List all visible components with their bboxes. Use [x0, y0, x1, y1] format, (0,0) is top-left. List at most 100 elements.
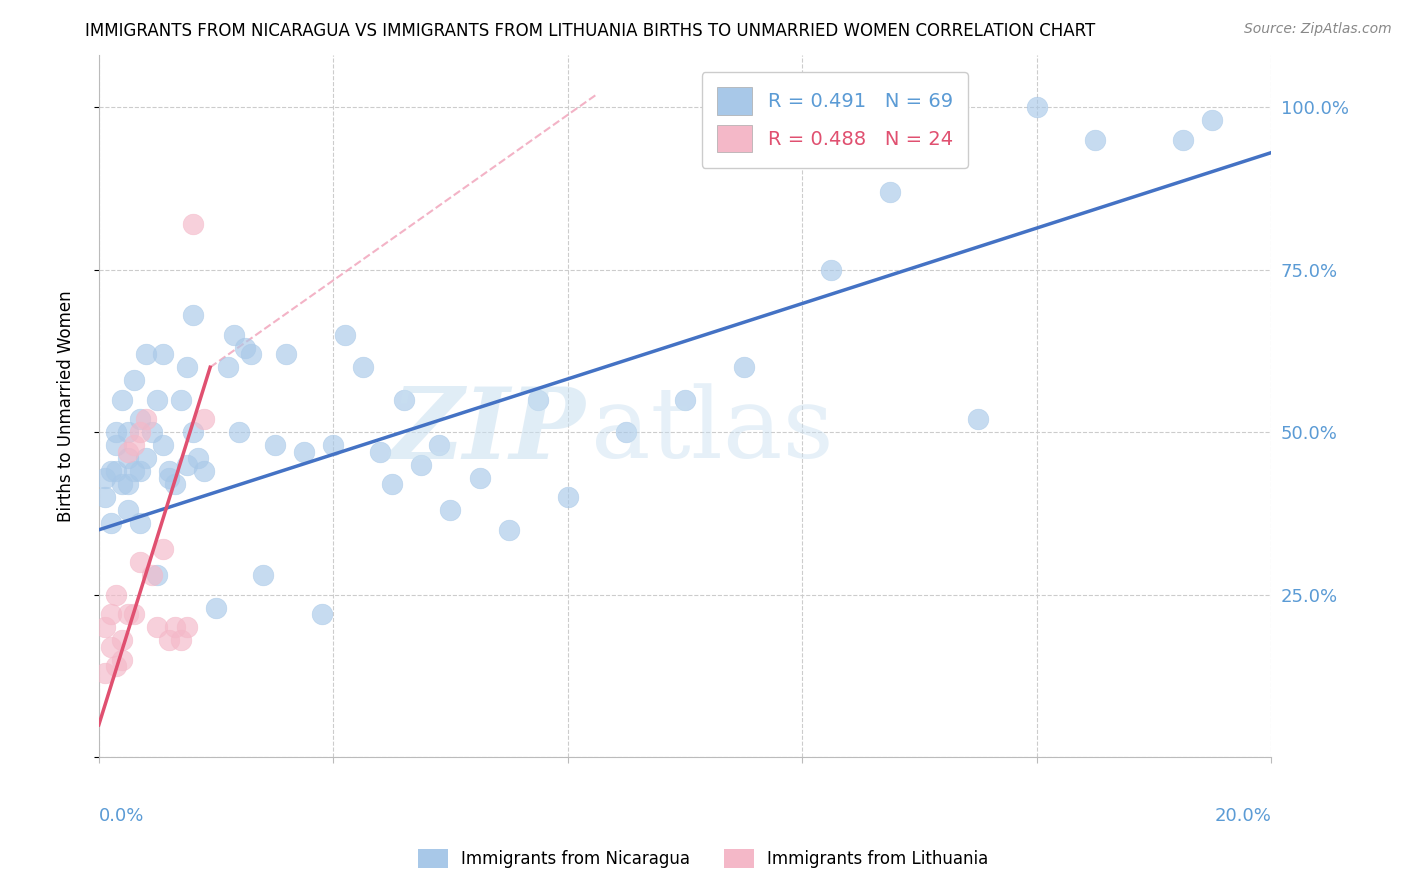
- Point: [233, 341, 256, 355]
- Point: [879, 185, 901, 199]
- Point: [967, 412, 990, 426]
- Point: [152, 347, 174, 361]
- Point: [276, 347, 298, 361]
- Point: [1025, 100, 1047, 114]
- Point: [193, 464, 215, 478]
- Point: [368, 444, 391, 458]
- Point: [439, 503, 461, 517]
- Point: [176, 620, 198, 634]
- Point: [135, 451, 157, 466]
- Point: [176, 360, 198, 375]
- Point: [263, 438, 285, 452]
- Point: [122, 438, 145, 452]
- Point: [333, 327, 356, 342]
- Point: [128, 412, 150, 426]
- Text: 20.0%: 20.0%: [1215, 806, 1271, 824]
- Point: [135, 412, 157, 426]
- Point: [311, 607, 333, 622]
- Point: [141, 425, 163, 440]
- Point: [122, 607, 145, 622]
- Point: [128, 555, 150, 569]
- Text: 0.0%: 0.0%: [98, 806, 145, 824]
- Point: [105, 464, 128, 478]
- Point: [557, 491, 579, 505]
- Point: [228, 425, 250, 440]
- Point: [128, 516, 150, 531]
- Point: [527, 392, 550, 407]
- Point: [100, 607, 122, 622]
- Point: [146, 620, 169, 634]
- Text: IMMIGRANTS FROM NICARAGUA VS IMMIGRANTS FROM LITHUANIA BIRTHS TO UNMARRIED WOMEN: IMMIGRANTS FROM NICARAGUA VS IMMIGRANTS …: [86, 22, 1095, 40]
- Point: [152, 542, 174, 557]
- Point: [93, 665, 115, 680]
- Point: [93, 491, 115, 505]
- Point: [111, 392, 134, 407]
- Point: [135, 347, 157, 361]
- Point: [673, 392, 696, 407]
- Point: [181, 217, 204, 231]
- Point: [1173, 133, 1195, 147]
- Point: [322, 438, 344, 452]
- Point: [733, 360, 755, 375]
- Point: [240, 347, 263, 361]
- Point: [1084, 133, 1107, 147]
- Point: [176, 458, 198, 472]
- Point: [141, 568, 163, 582]
- Point: [222, 327, 245, 342]
- Point: [117, 503, 139, 517]
- Point: [614, 425, 637, 440]
- Point: [100, 464, 122, 478]
- Point: [157, 471, 180, 485]
- Y-axis label: Births to Unmarried Women: Births to Unmarried Women: [58, 291, 75, 522]
- Point: [111, 477, 134, 491]
- Point: [157, 464, 180, 478]
- Point: [181, 308, 204, 322]
- Point: [117, 444, 139, 458]
- Text: atlas: atlas: [591, 383, 834, 479]
- Point: [217, 360, 239, 375]
- Point: [128, 464, 150, 478]
- Text: ZIP: ZIP: [391, 383, 585, 479]
- Legend: Immigrants from Nicaragua, Immigrants from Lithuania: Immigrants from Nicaragua, Immigrants fr…: [411, 842, 995, 875]
- Point: [100, 516, 122, 531]
- Point: [1201, 113, 1223, 128]
- Point: [111, 633, 134, 648]
- Point: [111, 653, 134, 667]
- Point: [157, 633, 180, 648]
- Point: [163, 620, 186, 634]
- Point: [181, 425, 204, 440]
- Point: [152, 438, 174, 452]
- Point: [170, 633, 193, 648]
- Point: [93, 471, 115, 485]
- Point: [122, 373, 145, 387]
- Point: [100, 640, 122, 654]
- Point: [105, 588, 128, 602]
- Point: [187, 451, 209, 466]
- Point: [292, 444, 315, 458]
- Point: [122, 464, 145, 478]
- Point: [117, 607, 139, 622]
- Point: [128, 425, 150, 440]
- Point: [170, 392, 193, 407]
- Point: [146, 392, 169, 407]
- Point: [105, 425, 128, 440]
- Point: [163, 477, 186, 491]
- Point: [93, 620, 115, 634]
- Point: [117, 451, 139, 466]
- Point: [117, 477, 139, 491]
- Point: [427, 438, 450, 452]
- Point: [468, 471, 491, 485]
- Point: [820, 262, 842, 277]
- Point: [498, 523, 520, 537]
- Legend: R = 0.491   N = 69, R = 0.488   N = 24: R = 0.491 N = 69, R = 0.488 N = 24: [702, 72, 969, 168]
- Point: [105, 659, 128, 673]
- Point: [411, 458, 433, 472]
- Point: [146, 568, 169, 582]
- Point: [205, 600, 228, 615]
- Point: [193, 412, 215, 426]
- Point: [252, 568, 274, 582]
- Point: [105, 438, 128, 452]
- Point: [117, 425, 139, 440]
- Point: [352, 360, 374, 375]
- Text: Source: ZipAtlas.com: Source: ZipAtlas.com: [1244, 22, 1392, 37]
